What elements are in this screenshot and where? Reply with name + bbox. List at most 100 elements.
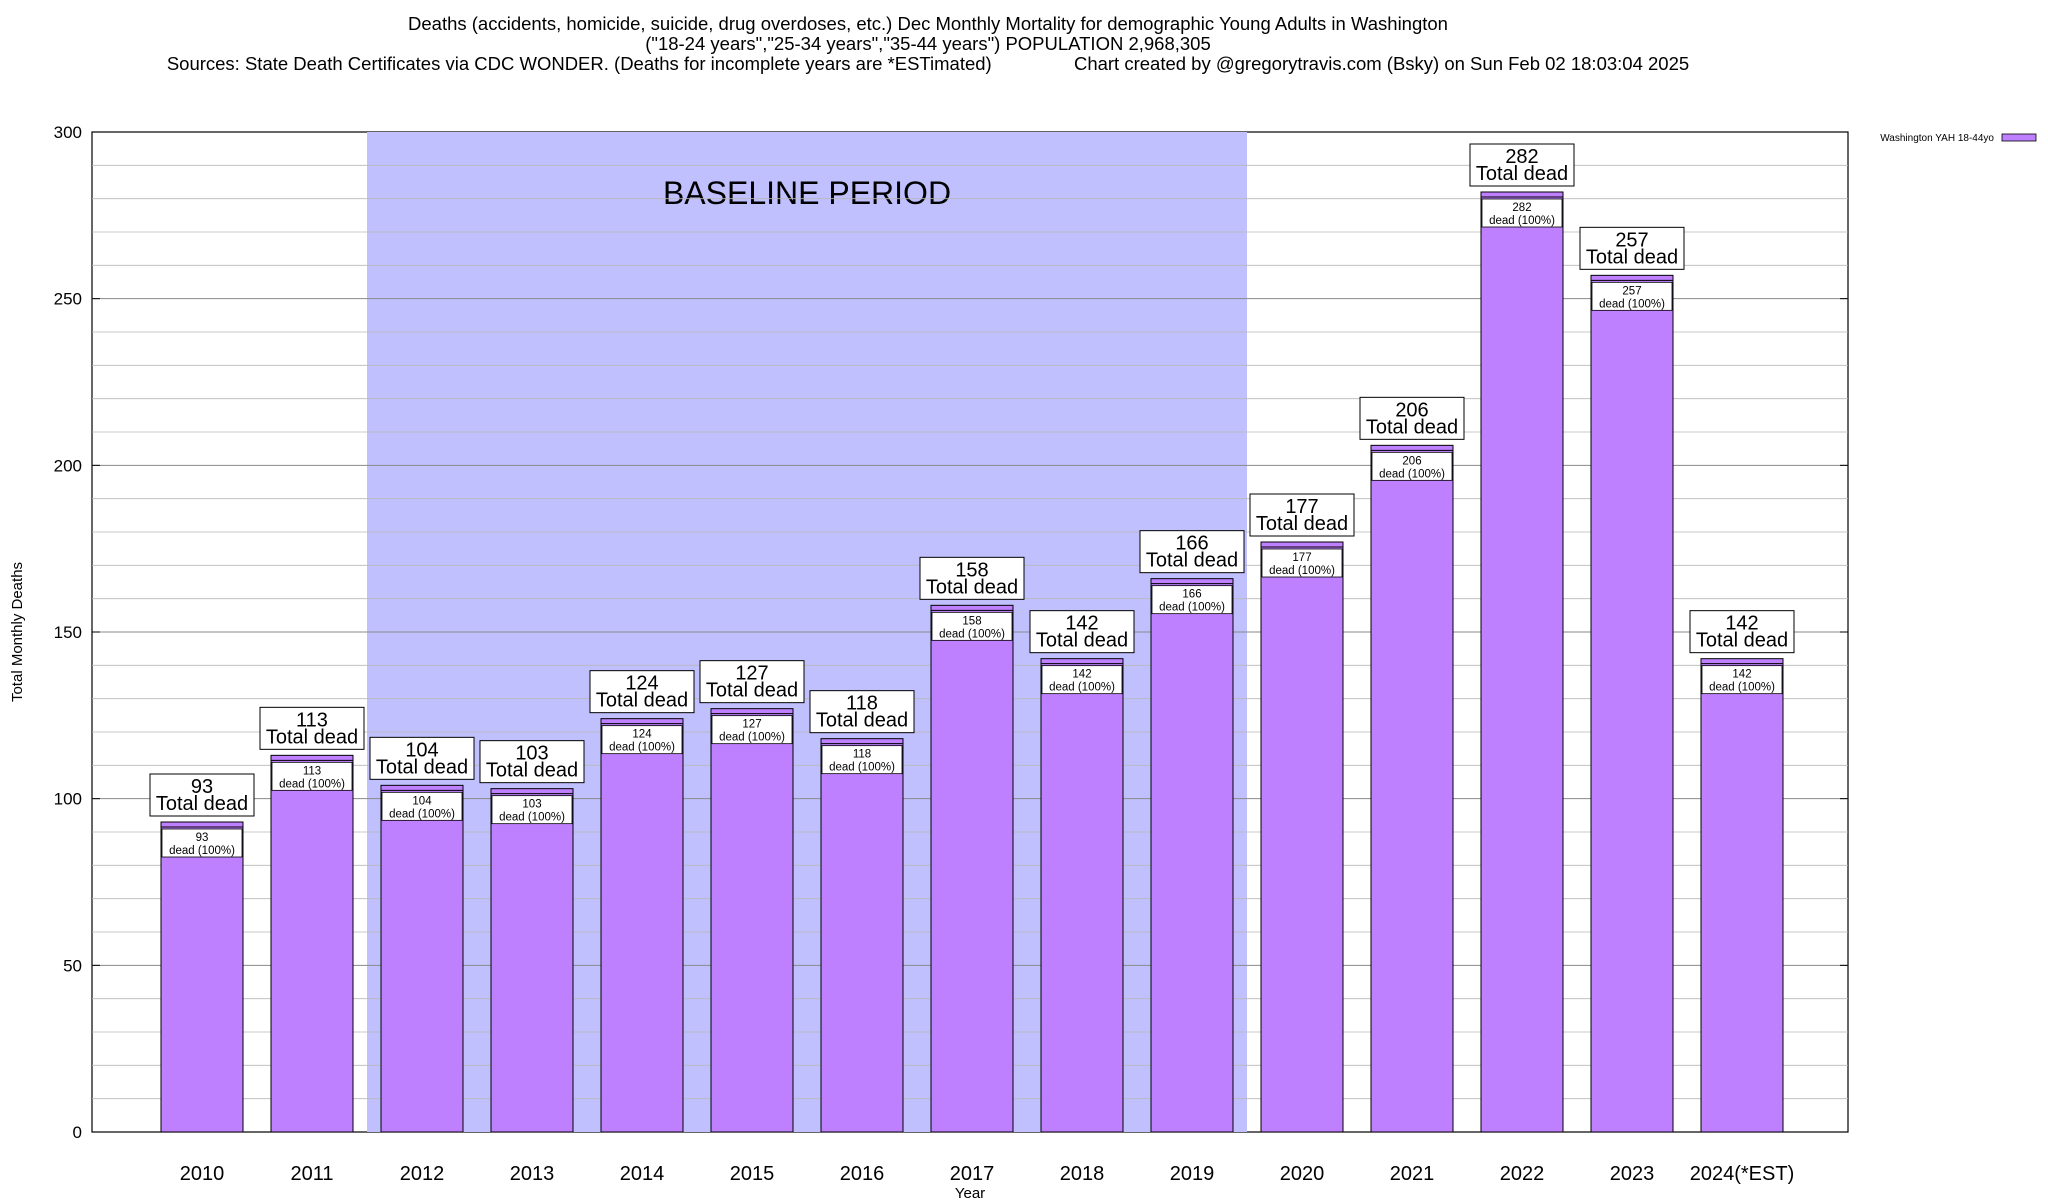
bar-inner-value: 113 [303, 765, 321, 777]
bar-inner-value: 127 [742, 719, 761, 731]
bar-outer-label-box [369, 736, 475, 780]
axes: 0 50 100 150 200 250 300 2010 2011 2012 2013 2014 20… [9, 123, 1848, 1200]
bar-outer-label-box [1689, 610, 1795, 654]
bar-inner-label-box [601, 725, 683, 755]
legend-entry-label: Washington YAH 18-44yo [1880, 133, 1994, 144]
bar-inner-value: 142 [1732, 669, 1751, 681]
x-tick-label: 2024(*EST) [1690, 1163, 1795, 1185]
bar [380, 784, 464, 1133]
bar [1700, 658, 1784, 1133]
bar-value-label: 158 [955, 559, 988, 581]
bar-value-label: 104 [405, 739, 438, 761]
bar-inner-label: dead (100%) [1599, 298, 1665, 310]
bar-inner-value: 282 [1512, 202, 1531, 214]
y-axis-label: Total Monthly Deaths [9, 562, 26, 702]
bar-value-label: 142 [1065, 613, 1098, 635]
chart-title-block: Deaths (accidents, homicide, suicide, dr… [0, 14, 1856, 74]
bar-inner-label-box [1701, 665, 1783, 695]
bar-inner-label: dead (100%) [169, 845, 235, 857]
bar-inner-value: 142 [1072, 669, 1091, 681]
bar-total-label: Total dead [1036, 630, 1128, 652]
bar-inner-label: dead (100%) [829, 762, 895, 774]
x-tick-label: 2021 [1390, 1163, 1435, 1185]
bar [160, 821, 244, 1133]
y-tick-label: 0 [73, 1123, 82, 1142]
bar-outer-label-box [699, 660, 805, 704]
bar-inner-value: 104 [412, 795, 432, 807]
bar-inner-label: dead (100%) [1159, 602, 1225, 614]
bar-value-label: 118 [846, 693, 878, 715]
bar-inner-value: 177 [1292, 552, 1311, 564]
x-tick-label: 2012 [400, 1163, 445, 1185]
bar-inner-label: dead (100%) [1709, 682, 1775, 694]
bar-total-label: Total dead [376, 756, 468, 778]
bar [490, 788, 574, 1133]
bar-inner-value: 158 [962, 615, 981, 627]
bar [820, 738, 904, 1133]
bar-value-label: 113 [296, 709, 328, 731]
bar-value-label: 124 [625, 673, 658, 695]
bar-total-label: Total dead [1586, 246, 1678, 268]
bar-inner-label: dead (100%) [939, 628, 1005, 640]
bar-inner-label: dead (100%) [719, 732, 785, 744]
bar-inner-label-box [931, 611, 1013, 641]
bar-inner-value: 206 [1402, 455, 1421, 467]
chart-title: Deaths (accidents, homicide, suicide, dr… [408, 13, 1448, 34]
bar-outer-label-box [259, 706, 365, 750]
legend: Washington YAH 18-44yo [1880, 133, 2037, 144]
bar-total-label: Total dead [706, 680, 798, 702]
bar-total-label: Total dead [1696, 630, 1788, 652]
x-tick-label: 2011 [290, 1163, 333, 1185]
x-tick-label: 2018 [1060, 1163, 1105, 1185]
bar-value-label: 166 [1175, 533, 1208, 555]
bar [270, 754, 354, 1133]
bar-inner-value: 103 [522, 799, 541, 811]
bar-inner-label-box [161, 828, 243, 858]
x-tick-label: 2019 [1170, 1163, 1215, 1185]
chart-subtitle: ("18-24 years","25-34 years","35-44 year… [645, 33, 1211, 54]
bar-inner-label: dead (100%) [499, 812, 565, 824]
y-tick-label: 300 [54, 123, 82, 142]
bar-inner-label: dead (100%) [609, 742, 675, 754]
bar-inner-value: 257 [1622, 285, 1641, 297]
bar-total-label: Total dead [1476, 163, 1568, 185]
bar-inner-value: 166 [1182, 589, 1201, 601]
bar-outer-label-box [1139, 530, 1245, 574]
bar-value-label: 142 [1725, 613, 1758, 635]
x-tick-label: 2010 [180, 1163, 225, 1185]
bar-inner-value: 118 [853, 749, 871, 761]
bar-value-label: 206 [1395, 399, 1428, 421]
baseline-region-label: BASELINE PERIOD [663, 175, 951, 211]
bar-inner-label: dead (100%) [1379, 468, 1445, 480]
bar-inner-label-box [1041, 665, 1123, 695]
bar-inner-label-box [1481, 198, 1563, 228]
y-tick-label: 100 [54, 790, 82, 809]
bar [930, 604, 1014, 1133]
bar [1040, 658, 1124, 1133]
bar [600, 718, 684, 1133]
bar-total-label: Total dead [156, 793, 248, 815]
x-tick-label: 2015 [730, 1163, 775, 1185]
y-tick-label: 50 [63, 956, 82, 975]
x-tick-label: 2016 [840, 1163, 885, 1185]
bar-inner-label: dead (100%) [1049, 682, 1115, 694]
x-axis-label: Year [955, 1185, 985, 1200]
bar-inner-label: dead (100%) [279, 778, 345, 790]
bar-value-label: 282 [1505, 146, 1538, 168]
bar-inner-label: dead (100%) [389, 808, 455, 820]
chart-source-line: Sources: State Death Certificates via CD… [166, 53, 1690, 74]
bar-outer-label-box [1469, 143, 1575, 187]
bar-outer-label-box [1029, 610, 1135, 654]
bar-value-label: 103 [515, 743, 548, 765]
y-tick-label: 150 [54, 623, 82, 642]
bar-total-label: Total dead [1366, 416, 1458, 438]
